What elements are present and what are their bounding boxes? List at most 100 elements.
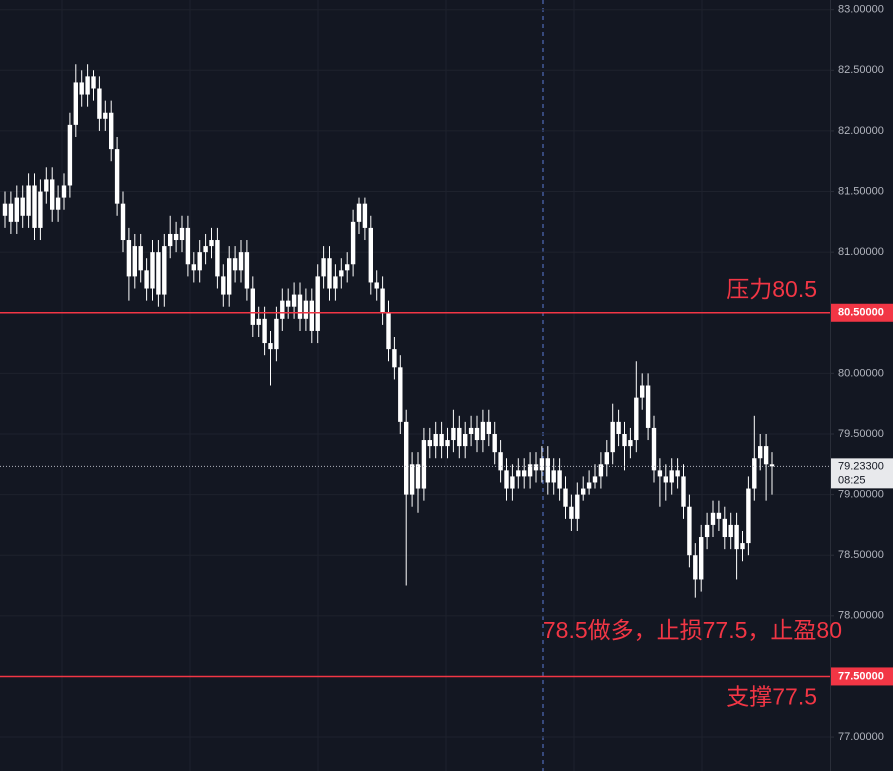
- candle-body: [415, 464, 421, 489]
- candle-body: [2, 203, 8, 216]
- candle-body: [539, 458, 545, 471]
- candle-body: [409, 464, 415, 495]
- countdown: 08:25: [838, 474, 866, 486]
- candle-body: [569, 506, 574, 519]
- candle-body: [179, 227, 185, 241]
- candle-body: [345, 264, 350, 271]
- candle-body: [752, 458, 757, 489]
- candle-body: [362, 203, 368, 228]
- candle-body: [734, 524, 739, 550]
- candle-body: [675, 470, 680, 477]
- candle-body: [740, 543, 745, 550]
- candle-body: [50, 179, 55, 210]
- candle-body: [604, 452, 609, 465]
- candle-body: [368, 227, 373, 283]
- candle-body: [545, 458, 550, 483]
- candle-body: [398, 367, 403, 422]
- candle-body: [286, 300, 291, 307]
- candle-body: [433, 433, 438, 447]
- candle-body: [527, 464, 533, 477]
- candle-body: [457, 427, 462, 447]
- candle-body: [8, 203, 14, 222]
- candle-body: [333, 276, 338, 289]
- candle-body: [79, 82, 84, 95]
- level-box: [831, 303, 893, 322]
- last-price-label: 79.23300: [838, 460, 884, 472]
- candle-body: [592, 476, 598, 483]
- candle-body: [203, 246, 208, 253]
- candle-body: [669, 470, 674, 483]
- candle-body: [26, 185, 31, 216]
- candle-body: [616, 421, 621, 434]
- candle-body: [681, 476, 686, 507]
- candle-body: [244, 252, 250, 289]
- candle-body: [651, 427, 657, 471]
- candle-body: [439, 433, 444, 447]
- candle-body: [321, 258, 326, 277]
- candle-body: [445, 440, 450, 447]
- vertical-grid: [61, 0, 703, 771]
- candle-body: [303, 300, 309, 319]
- candle-body: [498, 452, 503, 471]
- candle-body: [640, 385, 645, 398]
- trade-annotation: 78.5做多，止损77.5，止盈80: [543, 617, 842, 643]
- candle-body: [315, 276, 320, 331]
- candle-body: [291, 294, 297, 307]
- candle-body: [209, 240, 214, 247]
- candle-body: [492, 433, 497, 453]
- candle-body: [91, 76, 96, 89]
- candle-body: [586, 482, 592, 489]
- candle-body: [297, 294, 303, 319]
- candle-body: [374, 282, 379, 289]
- candle-body: [581, 488, 586, 495]
- candle-body: [486, 421, 491, 434]
- candle-body: [55, 197, 61, 210]
- candle-body: [645, 385, 651, 428]
- candle-body: [704, 524, 710, 538]
- candle-body: [622, 433, 627, 447]
- y-tick-label: 82.50000: [838, 64, 884, 76]
- candle-body: [227, 258, 232, 295]
- candle-body: [67, 124, 73, 186]
- candle-body: [598, 464, 604, 477]
- candle-body: [238, 252, 244, 271]
- candle-body: [687, 506, 692, 556]
- candle-body: [103, 112, 108, 119]
- candle-body: [404, 421, 409, 495]
- candle-body: [126, 240, 132, 277]
- y-tick-label: 79.00000: [838, 489, 884, 501]
- candle-body: [132, 246, 137, 277]
- candle-body: [427, 440, 432, 447]
- candle-body: [197, 252, 202, 271]
- candle-body: [44, 179, 49, 192]
- candle-body: [191, 264, 196, 271]
- y-tick-label: 81.00000: [838, 246, 884, 258]
- candle-body: [657, 470, 663, 477]
- level-annotation: 支撑77.5: [726, 684, 817, 710]
- candle-body: [350, 221, 356, 265]
- candle-body: [758, 446, 763, 459]
- candle-body: [628, 440, 633, 447]
- candle-body: [575, 494, 580, 519]
- candle-body: [610, 421, 615, 453]
- candle-body: [221, 276, 226, 295]
- y-tick-label: 78.50000: [838, 549, 884, 561]
- candle-body: [557, 470, 562, 489]
- candle-body: [474, 427, 480, 441]
- candle-body: [522, 470, 527, 477]
- candle-body: [144, 270, 149, 289]
- candle-body: [268, 343, 273, 350]
- candle-body: [185, 227, 191, 265]
- candle-body: [386, 312, 391, 350]
- level-label: 77.50000: [838, 670, 884, 682]
- candle-body: [85, 76, 90, 95]
- candle-body: [14, 197, 19, 222]
- candle-body: [20, 197, 25, 216]
- candle-body: [280, 300, 285, 319]
- candle-body: [32, 185, 37, 228]
- candle-body: [309, 300, 314, 331]
- candle-body: [716, 512, 722, 519]
- candle-body: [150, 252, 155, 289]
- candle-body: [516, 470, 521, 477]
